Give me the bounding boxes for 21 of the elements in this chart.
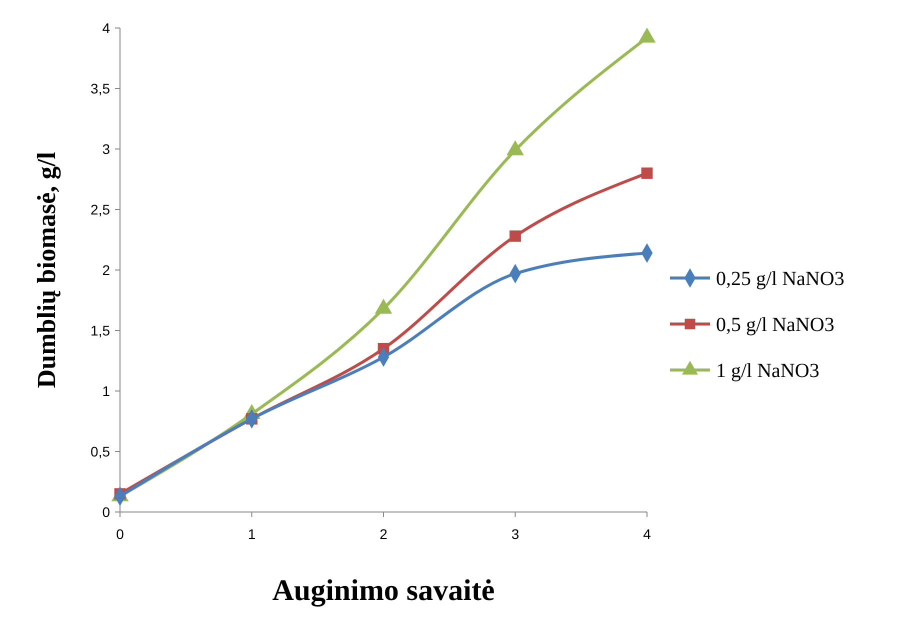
y-axis-title: Dumblių biomasė, g/l — [32, 152, 61, 388]
legend-label: 1 g/l NaNO3 — [716, 360, 820, 382]
y-tick-label: 2 — [102, 262, 110, 278]
x-axis-title: Auginimo savaitė — [272, 574, 495, 607]
y-tick-label: 4 — [102, 20, 110, 36]
x-tick-label: 2 — [380, 526, 388, 542]
legend-label: 0,5 g/l NaNO3 — [716, 314, 834, 336]
x-tick-label: 1 — [248, 526, 256, 542]
y-tick-label: 1,5 — [90, 322, 110, 338]
y-tick-label: 3,5 — [90, 80, 110, 96]
y-tick-label: 0 — [102, 504, 110, 520]
x-tick-label: 4 — [643, 526, 652, 542]
point — [641, 168, 653, 179]
legend-label: 0,25 g/l NaNO3 — [716, 268, 844, 290]
y-tick-label: 2,5 — [90, 201, 110, 218]
point — [510, 230, 521, 242]
x-tick-label: 3 — [511, 526, 520, 542]
x-tick-label: 0 — [116, 526, 124, 542]
y-tick-label: 0,5 — [90, 443, 110, 460]
y-tick-label: 1 — [102, 382, 110, 399]
y-tick-label: 3 — [102, 140, 110, 157]
